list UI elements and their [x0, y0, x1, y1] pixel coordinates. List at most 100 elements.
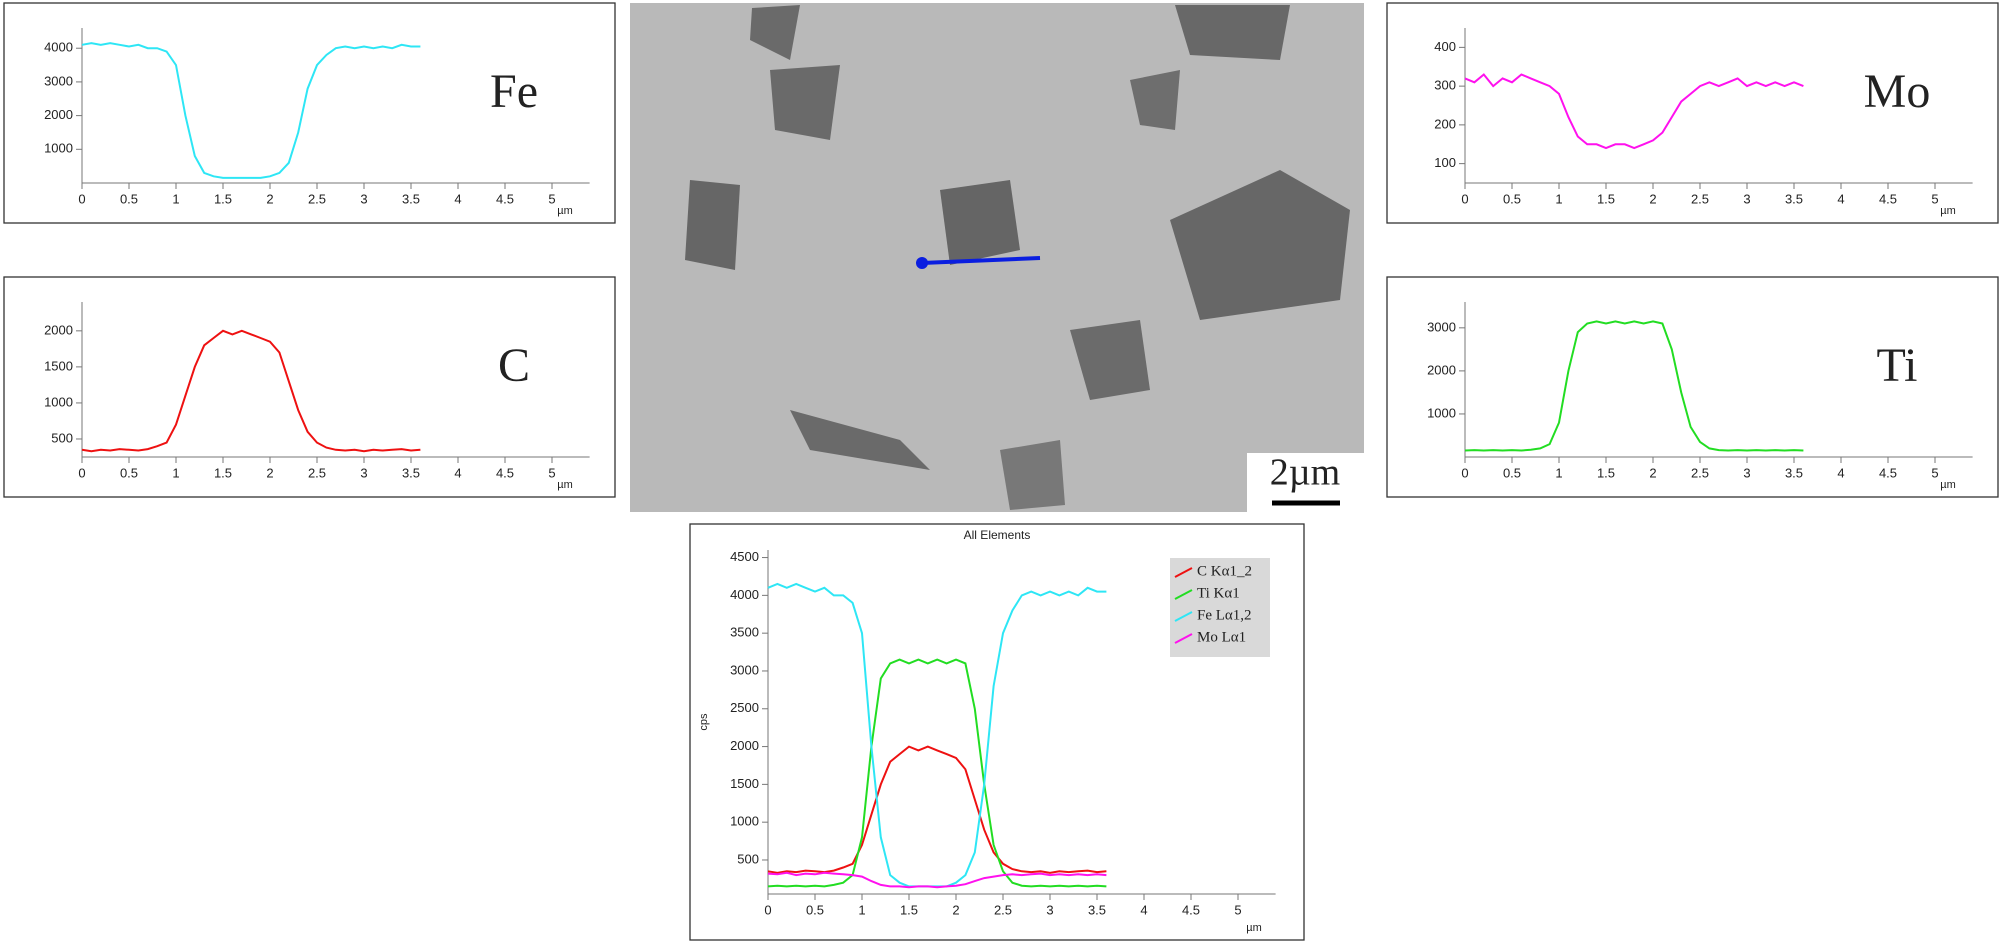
x-tick-label: 1.5 [214, 191, 232, 206]
x-tick-label: 2.5 [1691, 465, 1709, 480]
y-tick-label: 1000 [1427, 405, 1456, 420]
y-tick-label: 300 [1434, 78, 1456, 93]
data-line [767, 658, 1107, 888]
x-tick-label: 0.5 [1503, 191, 1521, 206]
x-tick-label: 1.5 [1597, 465, 1615, 480]
y-tick-label: 3000 [730, 662, 759, 677]
y-tick-label: 2500 [730, 700, 759, 715]
x-tick-label: 0.5 [120, 465, 138, 480]
x-tick-label: 3.5 [402, 191, 420, 206]
legend-label: Ti Kα1 [1197, 585, 1240, 601]
x-tick-label: 3.5 [1785, 191, 1803, 206]
x-tick-label: 2.5 [308, 191, 326, 206]
y-tick-label: 500 [737, 851, 759, 866]
x-tick-label: 5 [1234, 902, 1241, 917]
scan-start [916, 257, 928, 269]
x-tick-label: 4.5 [496, 191, 514, 206]
particle [1070, 320, 1150, 400]
x-tick-label: 0.5 [1503, 465, 1521, 480]
legend-swatch [1174, 567, 1193, 578]
x-tick-label: 2.5 [1691, 191, 1709, 206]
particle [1130, 70, 1180, 130]
y-tick-label: 1000 [44, 394, 73, 409]
x-tick-label: 4 [1837, 465, 1844, 480]
x-tick-label: 1.5 [1597, 191, 1615, 206]
y-tick-label: 200 [1434, 116, 1456, 131]
data-line [1464, 320, 1804, 452]
x-tick-label: 2 [1649, 465, 1656, 480]
x-tick-label: 3.5 [1088, 902, 1106, 917]
x-tick-label: 1 [172, 191, 179, 206]
x-tick-label: 5 [548, 191, 555, 206]
data-line [767, 871, 1107, 889]
legend-label: C Kα1_2 [1197, 563, 1252, 579]
y-tick-label: 400 [1434, 39, 1456, 54]
x-tick-label: 4 [1140, 902, 1147, 917]
y-tick-label: 3000 [44, 73, 73, 88]
particle [750, 5, 800, 60]
chart-title: All Elements [964, 528, 1031, 542]
x-tick-label: 3 [1743, 465, 1750, 480]
legend-swatch [1174, 589, 1193, 600]
data-line [81, 329, 421, 453]
panel-frame [1386, 276, 1999, 498]
micrograph: 2µm [630, 3, 1364, 512]
x-tick-label: 3 [1046, 902, 1053, 917]
x-axis-label: µm [1940, 479, 1956, 491]
x-tick-label: 0 [764, 902, 771, 917]
particle [1175, 5, 1290, 60]
x-tick-label: 2.5 [308, 465, 326, 480]
y-tick-label: 4000 [44, 40, 73, 55]
legend-label: Mo Lα1 [1197, 629, 1246, 645]
x-tick-label: 5 [1931, 191, 1938, 206]
x-tick-label: 0 [78, 465, 85, 480]
element-label: Mo [1864, 65, 1931, 118]
y-tick-label: 100 [1434, 155, 1456, 170]
x-tick-label: 0 [1461, 191, 1468, 206]
x-tick-label: 0 [78, 191, 85, 206]
legend-box [1170, 558, 1270, 657]
particle [790, 410, 930, 470]
y-tick-label: 4500 [730, 549, 759, 564]
panel-frame [3, 2, 616, 224]
legend-label: Fe Lα1,2 [1197, 607, 1252, 623]
x-tick-label: 3 [360, 191, 367, 206]
particle [770, 65, 840, 140]
y-tick-label: 3500 [730, 625, 759, 640]
x-tick-label: 4.5 [1879, 465, 1897, 480]
y-tick-label: 1000 [730, 814, 759, 829]
x-tick-label: 2.5 [994, 902, 1012, 917]
x-tick-label: 4 [454, 465, 461, 480]
x-tick-label: 1.5 [214, 465, 232, 480]
particle [940, 180, 1020, 265]
y-tick-label: 2000 [730, 738, 759, 753]
x-tick-label: 4 [454, 191, 461, 206]
element-label: C [498, 339, 530, 392]
x-tick-label: 1 [1555, 465, 1562, 480]
y-tick-label: 500 [51, 430, 73, 445]
x-tick-label: 5 [548, 465, 555, 480]
y-tick-label: 3000 [1427, 319, 1456, 334]
x-tick-label: 2 [266, 191, 273, 206]
particle [1170, 170, 1350, 320]
x-axis-label: µm [557, 205, 573, 217]
x-tick-label: 3.5 [402, 465, 420, 480]
legend-swatch [1174, 633, 1193, 644]
x-axis-label: µm [557, 479, 573, 491]
y-tick-label: 1500 [730, 776, 759, 791]
y-tick-label: 2000 [44, 107, 73, 122]
x-tick-label: 1.5 [900, 902, 918, 917]
x-tick-label: 4.5 [1879, 191, 1897, 206]
x-tick-label: 5 [1931, 465, 1938, 480]
x-tick-label: 2 [1649, 191, 1656, 206]
x-tick-label: 2 [266, 465, 273, 480]
legend-swatch [1174, 611, 1193, 622]
data-line [81, 42, 421, 179]
panel-frame [1386, 2, 1999, 224]
x-tick-label: 3.5 [1785, 465, 1803, 480]
y-axis-label: cps [698, 713, 710, 731]
x-tick-label: 4.5 [1182, 902, 1200, 917]
x-tick-label: 0 [1461, 465, 1468, 480]
scan-line [921, 256, 1041, 265]
